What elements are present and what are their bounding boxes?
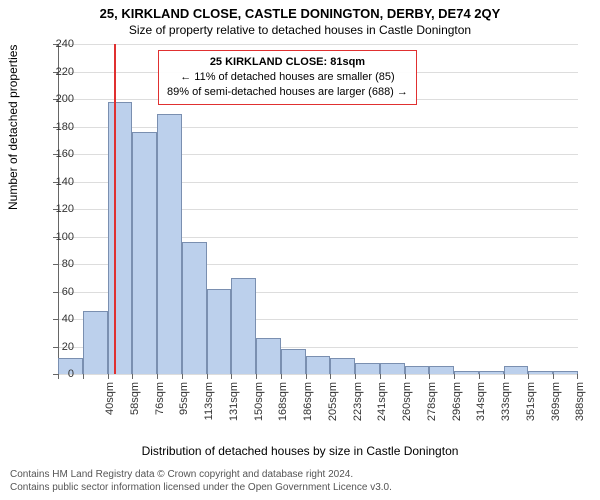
x-tick-label: 76sqm (154, 382, 166, 432)
y-axis-label: Number of detached properties (6, 45, 20, 210)
x-tick-label: 260sqm (401, 382, 413, 432)
x-tick-label: 40sqm (104, 382, 116, 432)
x-tick-mark (454, 374, 455, 379)
x-tick-mark (256, 374, 257, 379)
x-tick-mark (504, 374, 505, 379)
x-tick-label: 351sqm (525, 382, 537, 432)
histogram-bar (355, 363, 380, 374)
attribution-text: Contains HM Land Registry data © Crown c… (10, 469, 392, 494)
histogram-bar (504, 366, 529, 374)
y-tick-label: 40 (44, 313, 74, 325)
info-box-line2: ← 11% of detached houses are smaller (85… (167, 70, 408, 85)
histogram-bar (231, 278, 256, 374)
info-box: 25 KIRKLAND CLOSE: 81sqm← 11% of detache… (158, 50, 417, 105)
x-tick-label: 131sqm (228, 382, 240, 432)
histogram-bar (306, 356, 331, 374)
x-tick-mark (330, 374, 331, 379)
histogram-bar (528, 371, 553, 374)
x-tick-mark (108, 374, 109, 379)
plot-region: 25 KIRKLAND CLOSE: 81sqm← 11% of detache… (58, 44, 578, 374)
chart-area: 25 KIRKLAND CLOSE: 81sqm← 11% of detache… (58, 44, 578, 374)
x-tick-mark (83, 374, 84, 379)
y-tick-label: 160 (44, 148, 74, 160)
x-tick-label: 113sqm (203, 382, 215, 432)
property-marker-line (114, 44, 116, 374)
attribution-line1: Contains HM Land Registry data © Crown c… (10, 469, 392, 482)
y-tick-label: 140 (44, 176, 74, 188)
x-tick-mark (479, 374, 480, 379)
x-tick-mark (132, 374, 133, 379)
y-tick-label: 120 (44, 203, 74, 215)
x-tick-label: 150sqm (253, 382, 265, 432)
x-tick-label: 314sqm (475, 382, 487, 432)
histogram-bar (454, 371, 479, 374)
y-tick-label: 20 (44, 341, 74, 353)
x-tick-mark (231, 374, 232, 379)
x-tick-mark (380, 374, 381, 379)
histogram-bar (108, 102, 133, 374)
info-box-line3: 89% of semi-detached houses are larger (… (167, 85, 408, 100)
histogram-bar (182, 242, 207, 374)
x-tick-label: 95sqm (178, 382, 190, 432)
x-tick-label: 186sqm (302, 382, 314, 432)
histogram-bar (256, 338, 281, 374)
histogram-bar (405, 366, 430, 374)
x-tick-mark (429, 374, 430, 379)
histogram-bar (83, 311, 108, 374)
x-tick-label: 333sqm (500, 382, 512, 432)
histogram-bar (553, 371, 578, 374)
x-tick-mark (306, 374, 307, 379)
histogram-bar (429, 366, 454, 374)
y-tick-label: 100 (44, 231, 74, 243)
gridline-h (58, 44, 578, 45)
y-tick-label: 80 (44, 258, 74, 270)
y-tick-label: 60 (44, 286, 74, 298)
x-tick-label: 205sqm (327, 382, 339, 432)
y-tick-label: 200 (44, 93, 74, 105)
x-tick-label: 58sqm (129, 382, 141, 432)
histogram-bar (281, 349, 306, 374)
histogram-bar (330, 358, 355, 375)
x-tick-label: 296sqm (451, 382, 463, 432)
x-tick-label: 278sqm (426, 382, 438, 432)
x-tick-label: 241sqm (376, 382, 388, 432)
y-tick-label: 180 (44, 121, 74, 133)
x-tick-label: 388sqm (574, 382, 586, 432)
x-tick-mark (553, 374, 554, 379)
x-axis-title: Distribution of detached houses by size … (0, 444, 600, 458)
histogram-bar (132, 132, 157, 374)
info-box-line1: 25 KIRKLAND CLOSE: 81sqm (167, 55, 408, 70)
attribution-line2: Contains public sector information licen… (10, 482, 392, 495)
x-tick-mark (182, 374, 183, 379)
x-tick-mark (207, 374, 208, 379)
y-tick-label: 220 (44, 66, 74, 78)
gridline-h (58, 127, 578, 128)
histogram-bar (157, 114, 182, 374)
gridline-h (58, 374, 578, 375)
y-tick-label: 0 (44, 368, 74, 380)
x-tick-mark (405, 374, 406, 379)
chart-title-main: 25, KIRKLAND CLOSE, CASTLE DONINGTON, DE… (0, 0, 600, 21)
y-tick-label: 240 (44, 38, 74, 50)
x-tick-mark (281, 374, 282, 379)
chart-title-sub: Size of property relative to detached ho… (0, 21, 600, 37)
x-tick-label: 369sqm (550, 382, 562, 432)
histogram-bar (380, 363, 405, 374)
histogram-bar (207, 289, 232, 374)
x-tick-label: 223sqm (352, 382, 364, 432)
x-tick-mark (528, 374, 529, 379)
x-tick-mark (577, 374, 578, 379)
x-tick-mark (355, 374, 356, 379)
histogram-bar (479, 371, 504, 374)
x-tick-mark (157, 374, 158, 379)
x-tick-label: 168sqm (277, 382, 289, 432)
